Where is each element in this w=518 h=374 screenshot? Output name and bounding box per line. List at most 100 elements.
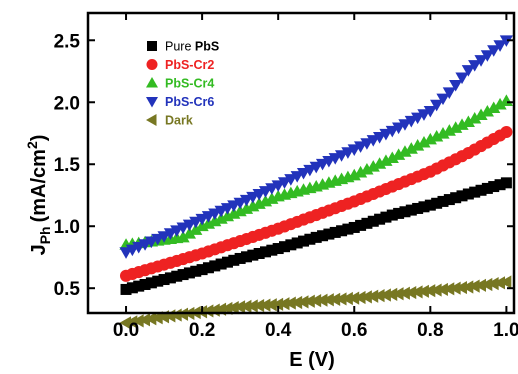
series-2-point-57 [480,104,494,117]
series-0-point-56 [475,184,487,196]
x-tick-label-0: 0.0 [113,320,139,341]
series-0-point-2 [133,280,145,292]
series-0-point-22 [260,246,271,258]
series-4-point-47 [417,284,429,298]
series-0-point-48 [424,199,436,211]
series-0-point-49 [431,197,443,209]
series-2-point-42 [385,151,399,163]
series-4-point-20 [246,299,258,313]
y-axis-title: JPh (mA/cm2) [24,135,53,256]
x-tick-label-3: 0.6 [341,320,367,341]
x-axis: 0.0 0.2 0.4 0.6 0.8 1.0 [113,13,518,341]
series-4-point-3 [138,313,151,327]
series-0-point-39 [367,215,379,227]
series-4-point-53 [455,280,467,295]
series-0-point-20 [247,249,259,261]
series-0-point-53 [456,190,468,202]
series-0-point-59 [494,179,506,191]
series-2-point-54 [461,115,475,128]
x-axis-title: E (V) [289,349,335,371]
y-axis: 0.5 1.0 1.5 2.0 2.5 [54,31,514,300]
y-tick-label-4: 2.5 [54,31,81,52]
series-4-point-25 [277,297,290,311]
series-0-point-3 [139,278,151,290]
y-tick-label-2: 1.5 [54,155,81,176]
series-0-point-32 [323,228,335,240]
series-0-point-5 [152,275,164,287]
series-0-point-47 [418,201,430,213]
series-3-point-52 [449,79,463,92]
series-4-point-34 [334,292,347,306]
series-0-point-26 [285,239,297,251]
series-0-point-24 [272,243,284,255]
series-0-point-4 [145,277,157,289]
series-0-point-33 [329,226,341,238]
series-0-point-8 [171,270,183,282]
series-3-point-60 [499,35,513,47]
series-4-point-37 [353,290,366,305]
series-2-point-47 [417,135,431,148]
y-tick-label-1: 1.0 [54,217,80,238]
series-4-point-54 [461,280,474,294]
series-0-point-28 [298,235,310,247]
series-3-point-51 [442,87,456,99]
legend-label-1: PbS-Cr2 [165,58,214,72]
series-0-point-30 [310,231,322,243]
x-tick-label-1: 0.2 [189,320,215,341]
series-0-point-46 [412,202,424,214]
series-2-point-43 [392,148,406,160]
series-0-point-1 [126,282,138,294]
series-4-point-32 [322,293,334,307]
series-4-point-30 [309,294,322,308]
series-2-point-45 [404,142,418,154]
series-4-point-0 [119,316,131,330]
series-2-point-44 [398,145,412,157]
series-0-point-11 [190,265,202,277]
legend-label-2: PbS-Cr4 [165,77,214,91]
series-4-point-38 [360,290,372,304]
series-0-point-35 [342,223,354,235]
series-4 [119,275,512,330]
x-tick-label-4: 0.8 [417,320,443,341]
series-4-point-49 [430,283,442,297]
series-2-point-48 [423,132,437,145]
series-2-point-49 [430,129,444,142]
legend-label-0: Pure PbS [165,40,219,54]
series-4-point-58 [487,277,499,291]
series-2-point-36 [347,168,361,181]
series-4-point-41 [379,288,391,302]
series-0-point-55 [469,186,481,198]
series-2-point-38 [360,163,374,175]
series-0-point-58 [488,181,500,193]
series-4-point-48 [423,284,436,298]
legend-label-0-text: Pure [165,40,195,54]
legend-label-4: Dark [165,114,193,128]
series-0-point-60 [500,177,512,189]
series-2-point-9 [176,230,190,243]
series-4-point-23 [265,298,277,312]
series-0-point-14 [209,260,221,272]
series-4-point-56 [474,278,486,292]
series-4-point-29 [303,294,315,308]
series-0-point-23 [266,244,278,256]
series-0-point-15 [215,258,227,270]
series-3-point-57 [480,50,494,62]
series-4-point-19 [239,299,252,313]
series-3-point-53 [455,72,469,85]
series-4-point-5 [151,311,163,325]
series-0-point-52 [450,192,462,204]
series-3-point-54 [461,65,475,77]
series-3-point-59 [493,40,507,52]
series-4-point-17 [227,301,239,315]
series-0-point-38 [361,217,373,229]
plot-frame [86,11,516,315]
series-0-point-51 [443,194,455,206]
series-3-point-56 [474,55,488,67]
series-4-point-50 [436,282,448,297]
series-4-point-21 [252,298,265,313]
series-0-point-37 [355,219,367,231]
y-axis-title-main: J [28,244,50,255]
series-0-point-27 [291,237,303,249]
y-axis-title-close: ) [28,135,50,142]
series-3-point-48 [423,105,437,118]
